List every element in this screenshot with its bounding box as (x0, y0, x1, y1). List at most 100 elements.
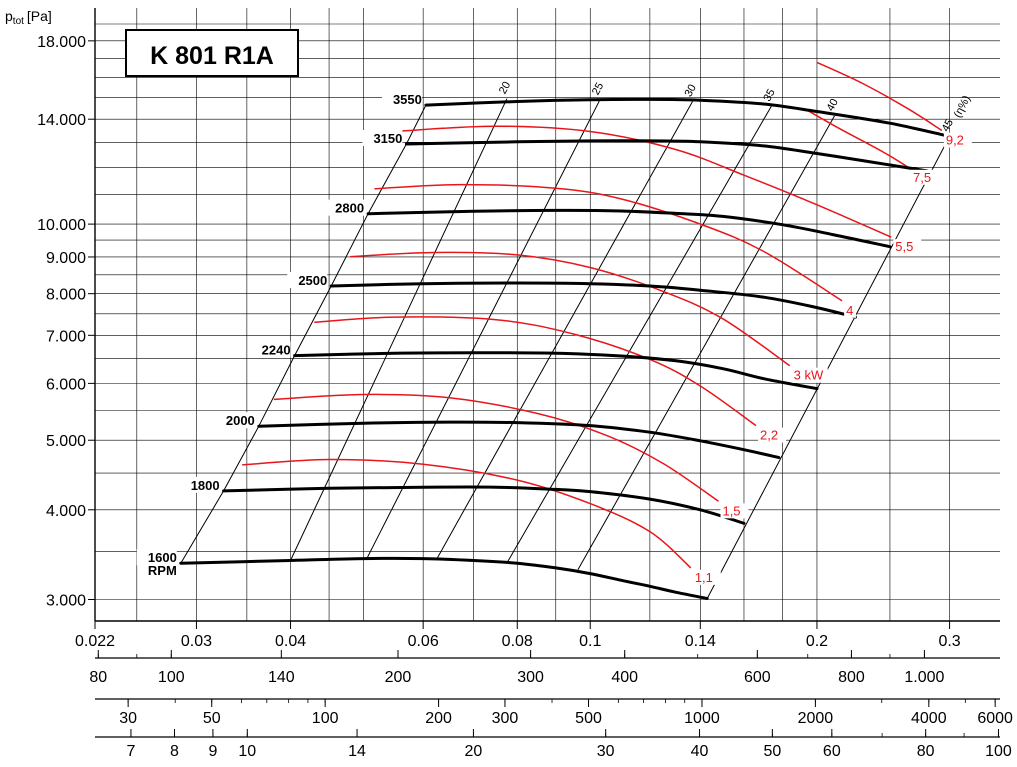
x-tick-label: 0.08 (502, 633, 533, 650)
x-tick-label: 0.2 (806, 633, 828, 650)
speed-curve (222, 485, 746, 525)
aux-tick-label: 600 (744, 669, 771, 686)
y-tick-label: 9.000 (46, 250, 86, 267)
aux-tick-label: 9 (208, 743, 217, 760)
efficiency-label: 45 (940, 117, 956, 133)
x-tick-label: 0.04 (275, 633, 306, 650)
power-label-bg (791, 367, 828, 383)
operating-boundary-left (180, 104, 427, 564)
speed-unit-label: RPM (148, 563, 177, 578)
speed-label: 1800 (191, 478, 220, 493)
speed-curve (257, 420, 781, 459)
speed-label: 2000 (226, 413, 255, 428)
efficiency-line (706, 136, 951, 599)
efficiency-line (366, 99, 601, 559)
power-label: 3 kW (794, 368, 824, 383)
aux-tick-label: 1.000 (904, 669, 944, 686)
aux-tick-label: 10 (238, 743, 256, 760)
model-title-box: K 801 R1A (125, 29, 299, 77)
aux-tick-label: 100 (158, 669, 185, 686)
speed-label: 3550 (393, 92, 422, 107)
aux-tick-label: 30 (597, 743, 615, 760)
efficiency-label: 40 (825, 97, 841, 113)
y-axis-label-unit: [Pa] (27, 8, 52, 24)
speed-label-bg (136, 549, 177, 566)
efficiency-label: 25 (590, 81, 606, 97)
speed-curve (366, 208, 892, 249)
aux-tick-label: 500 (575, 710, 602, 727)
power-curve (242, 458, 692, 569)
efficiency-line (436, 101, 693, 559)
power-label-bg (692, 569, 721, 585)
speed-label-bg (179, 476, 220, 493)
y-tick-label: 6.000 (46, 376, 86, 393)
power-curve (400, 125, 892, 238)
y-tick-label: 10.000 (37, 217, 86, 234)
speed-curves (179, 97, 952, 600)
aux-tick-label: 140 (268, 669, 295, 686)
aux-tick-label: 100 (312, 710, 339, 727)
speed-label: 2240 (262, 343, 291, 358)
power-curves (242, 61, 943, 569)
aux-tick-label: 800 (838, 669, 865, 686)
speed-label-bg (287, 271, 328, 288)
efficiency-line (506, 105, 772, 563)
y-tick-label: 4.000 (46, 503, 86, 520)
aux-tick-label: 60 (823, 743, 841, 760)
speed-label-bg (214, 412, 255, 429)
speed-label: 2500 (298, 273, 327, 288)
y-axis-label-sub: tot (13, 16, 24, 27)
speed-label-bg (250, 341, 291, 358)
y-tick-label: 8.000 (46, 287, 86, 304)
power-label-bg (758, 427, 787, 443)
speed-curve (424, 97, 952, 138)
x-tick-label: 0.3 (938, 633, 960, 650)
power-label: 1,1 (695, 570, 713, 585)
power-label-bg (720, 503, 749, 519)
axes: 3.000 4.000 5.000 6.000 7.000 8.000 9.000 10.00… (37, 8, 1013, 760)
power-curve (374, 183, 843, 302)
aux-tick-label: 200 (385, 669, 412, 686)
efficiency-label: 35 (761, 87, 777, 103)
aux-tick-label: 300 (517, 669, 544, 686)
y-axis-label: ptot [Pa] (5, 8, 52, 27)
aux-tick-label: 30 (119, 710, 137, 727)
speed-label-bg (381, 91, 422, 108)
x-tick-label: 0.022 (75, 633, 115, 650)
y-tick-label: 14.000 (37, 112, 86, 129)
speed-label-bg (324, 199, 365, 216)
aux-tick-label: 4000 (911, 710, 947, 727)
power-curve (314, 316, 757, 427)
aux-tick-label: 1000 (684, 710, 720, 727)
speed-label: 1600 (148, 550, 177, 565)
power-label-bg (893, 239, 922, 255)
aux-tick-label: 80 (917, 743, 935, 760)
power-label: 4 (846, 303, 853, 318)
power-label: 7,5 (913, 170, 931, 185)
y-tick-label: 7.000 (46, 328, 86, 345)
speed-curve (329, 281, 857, 319)
aux-tick-label: 80 (89, 669, 107, 686)
x-tick-label: 0.1 (579, 633, 601, 650)
power-label-bg (844, 302, 857, 318)
power-curve (804, 108, 910, 169)
efficiency-label: 20 (497, 80, 513, 96)
y-tick-label: 5.000 (46, 433, 86, 450)
aux-tick-label: 20 (465, 743, 483, 760)
aux-tick-label: 7 (126, 743, 135, 760)
efficiency-line (577, 115, 835, 571)
aux-tick-label: 300 (492, 710, 519, 727)
speed-label-bg (362, 129, 403, 146)
speed-label: 3150 (373, 131, 402, 146)
speed-curve (293, 351, 819, 391)
speed-label: 2800 (335, 201, 364, 216)
speed-curve (179, 556, 709, 600)
aux-tick-label: 8 (170, 743, 179, 760)
y-tick-label: 3.000 (46, 592, 86, 609)
power-label: 5,5 (895, 239, 913, 254)
aux-tick-label: 14 (348, 743, 366, 760)
x-tick-label: 0.06 (408, 633, 439, 650)
aux-tick-label: 50 (763, 743, 781, 760)
